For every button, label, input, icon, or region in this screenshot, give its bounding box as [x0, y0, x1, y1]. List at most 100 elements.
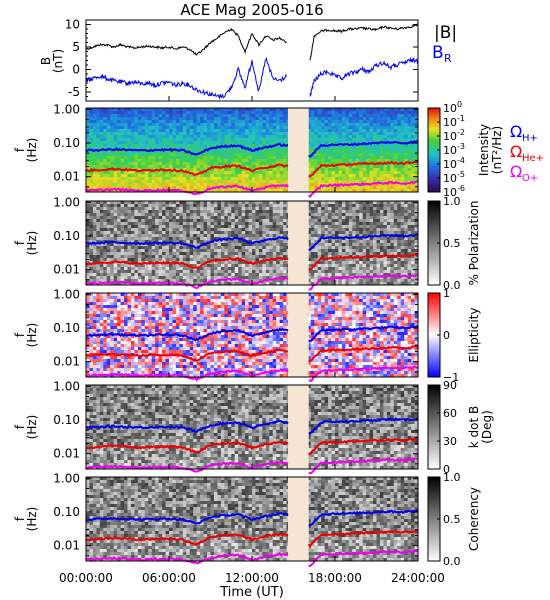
heatmap-cell	[193, 279, 198, 283]
heatmap-cell	[130, 204, 135, 208]
heatmap-cell	[373, 183, 377, 187]
heatmap-cell	[141, 240, 146, 244]
heatmap-cell	[103, 126, 108, 130]
heatmap-cell	[276, 207, 281, 211]
heatmap-cell	[165, 132, 170, 136]
heatmap-cell	[345, 246, 350, 250]
heatmap-cell	[407, 108, 412, 112]
heatmap-cell	[307, 207, 312, 211]
heatmap-cell	[220, 273, 225, 277]
heatmap-cell	[317, 204, 322, 208]
heatmap-cell	[373, 120, 377, 124]
heatmap-cell	[165, 264, 170, 268]
heatmap-cell	[224, 279, 229, 283]
heatmap-cell	[207, 126, 211, 130]
heatmap-cell	[196, 210, 201, 214]
heatmap-cell	[137, 234, 142, 238]
heatmap-cell	[338, 123, 343, 127]
heatmap-cell	[92, 162, 97, 166]
heatmap-cell	[186, 237, 191, 241]
heatmap-cell	[182, 207, 187, 211]
heatmap-cell	[134, 270, 139, 274]
heatmap-cell	[386, 153, 391, 157]
heatmap-cell	[220, 255, 225, 259]
heatmap-cell	[231, 204, 236, 208]
heatmap-cell	[317, 174, 322, 178]
heatmap-cell	[113, 150, 118, 154]
heatmap-cell	[162, 162, 166, 166]
heatmap-cell	[348, 141, 353, 145]
heatmap-cell	[328, 219, 332, 223]
heatmap-cell	[335, 156, 339, 160]
heatmap-cell	[165, 120, 170, 124]
heatmap-cell	[379, 129, 384, 133]
heatmap-cell	[283, 207, 287, 211]
heatmap-cell	[241, 261, 246, 265]
heatmap-cell	[110, 177, 115, 181]
heatmap-cell	[338, 228, 343, 232]
heatmap-cell	[200, 129, 204, 133]
heatmap-cell	[92, 123, 97, 127]
heatmap-cell	[96, 162, 101, 166]
heatmap-cell	[241, 204, 246, 208]
heatmap-cell	[175, 225, 180, 229]
heatmap-cell	[310, 240, 315, 244]
heatmap-cell	[262, 120, 267, 124]
heatmap-cell	[127, 240, 132, 244]
heatmap-cell	[137, 270, 142, 274]
heatmap-cell	[404, 174, 409, 178]
heatmap-cell	[362, 147, 367, 151]
heatmap-cell	[155, 132, 160, 136]
heatmap-cell	[196, 216, 201, 220]
heatmap-cell	[148, 279, 153, 283]
heatmap-cell	[227, 141, 232, 145]
heatmap-cell	[165, 276, 170, 280]
heatmap-cell	[248, 177, 253, 181]
heatmap-cell	[279, 111, 284, 115]
heatmap-cell	[89, 150, 94, 154]
heatmap-cell	[324, 261, 329, 265]
heatmap-cell	[210, 168, 215, 172]
heatmap-cell	[373, 132, 377, 136]
heatmap-cell	[89, 252, 94, 256]
heatmap-cell	[158, 111, 163, 115]
heatmap-cell	[407, 189, 412, 193]
heatmap-cell	[345, 153, 350, 157]
heatmap-cell	[203, 156, 208, 160]
heatmap-cell	[113, 177, 118, 181]
heatmap-cell	[272, 111, 277, 115]
heatmap-cell	[373, 147, 377, 151]
heatmap-cell	[283, 153, 287, 157]
heatmap-cell	[369, 132, 374, 136]
heatmap-cell	[400, 138, 405, 142]
heatmap-cell	[241, 183, 246, 187]
heatmap-cell	[155, 114, 160, 118]
heatmap-cell	[245, 282, 249, 286]
heatmap-cell	[130, 228, 135, 232]
heatmap-cell	[255, 180, 260, 184]
heatmap-cell	[373, 117, 377, 121]
heatmap-cell	[162, 207, 166, 211]
heatmap-cell	[265, 255, 270, 259]
heatmap-cell	[234, 273, 239, 277]
heatmap-cell	[130, 126, 135, 130]
heatmap-cell	[283, 234, 287, 238]
heatmap-cell	[186, 123, 191, 127]
heatmap-cell	[283, 267, 287, 271]
heatmap-cell	[276, 144, 281, 148]
heatmap-cell	[127, 135, 132, 139]
heatmap-cell	[155, 237, 160, 241]
heatmap-cell	[352, 246, 357, 250]
heatmap-cell	[148, 231, 153, 235]
heatmap-cell	[120, 111, 125, 115]
heatmap-cell	[120, 114, 125, 118]
heatmap-cell	[169, 132, 173, 136]
heatmap-cell	[175, 216, 180, 220]
heatmap-cell	[86, 111, 90, 115]
heatmap-cell	[245, 276, 249, 280]
heatmap-cell	[96, 243, 101, 247]
heatmap-cell	[310, 132, 315, 136]
heatmap-cell	[255, 225, 260, 229]
heatmap-cell	[276, 255, 281, 259]
heatmap-cell	[262, 150, 267, 154]
